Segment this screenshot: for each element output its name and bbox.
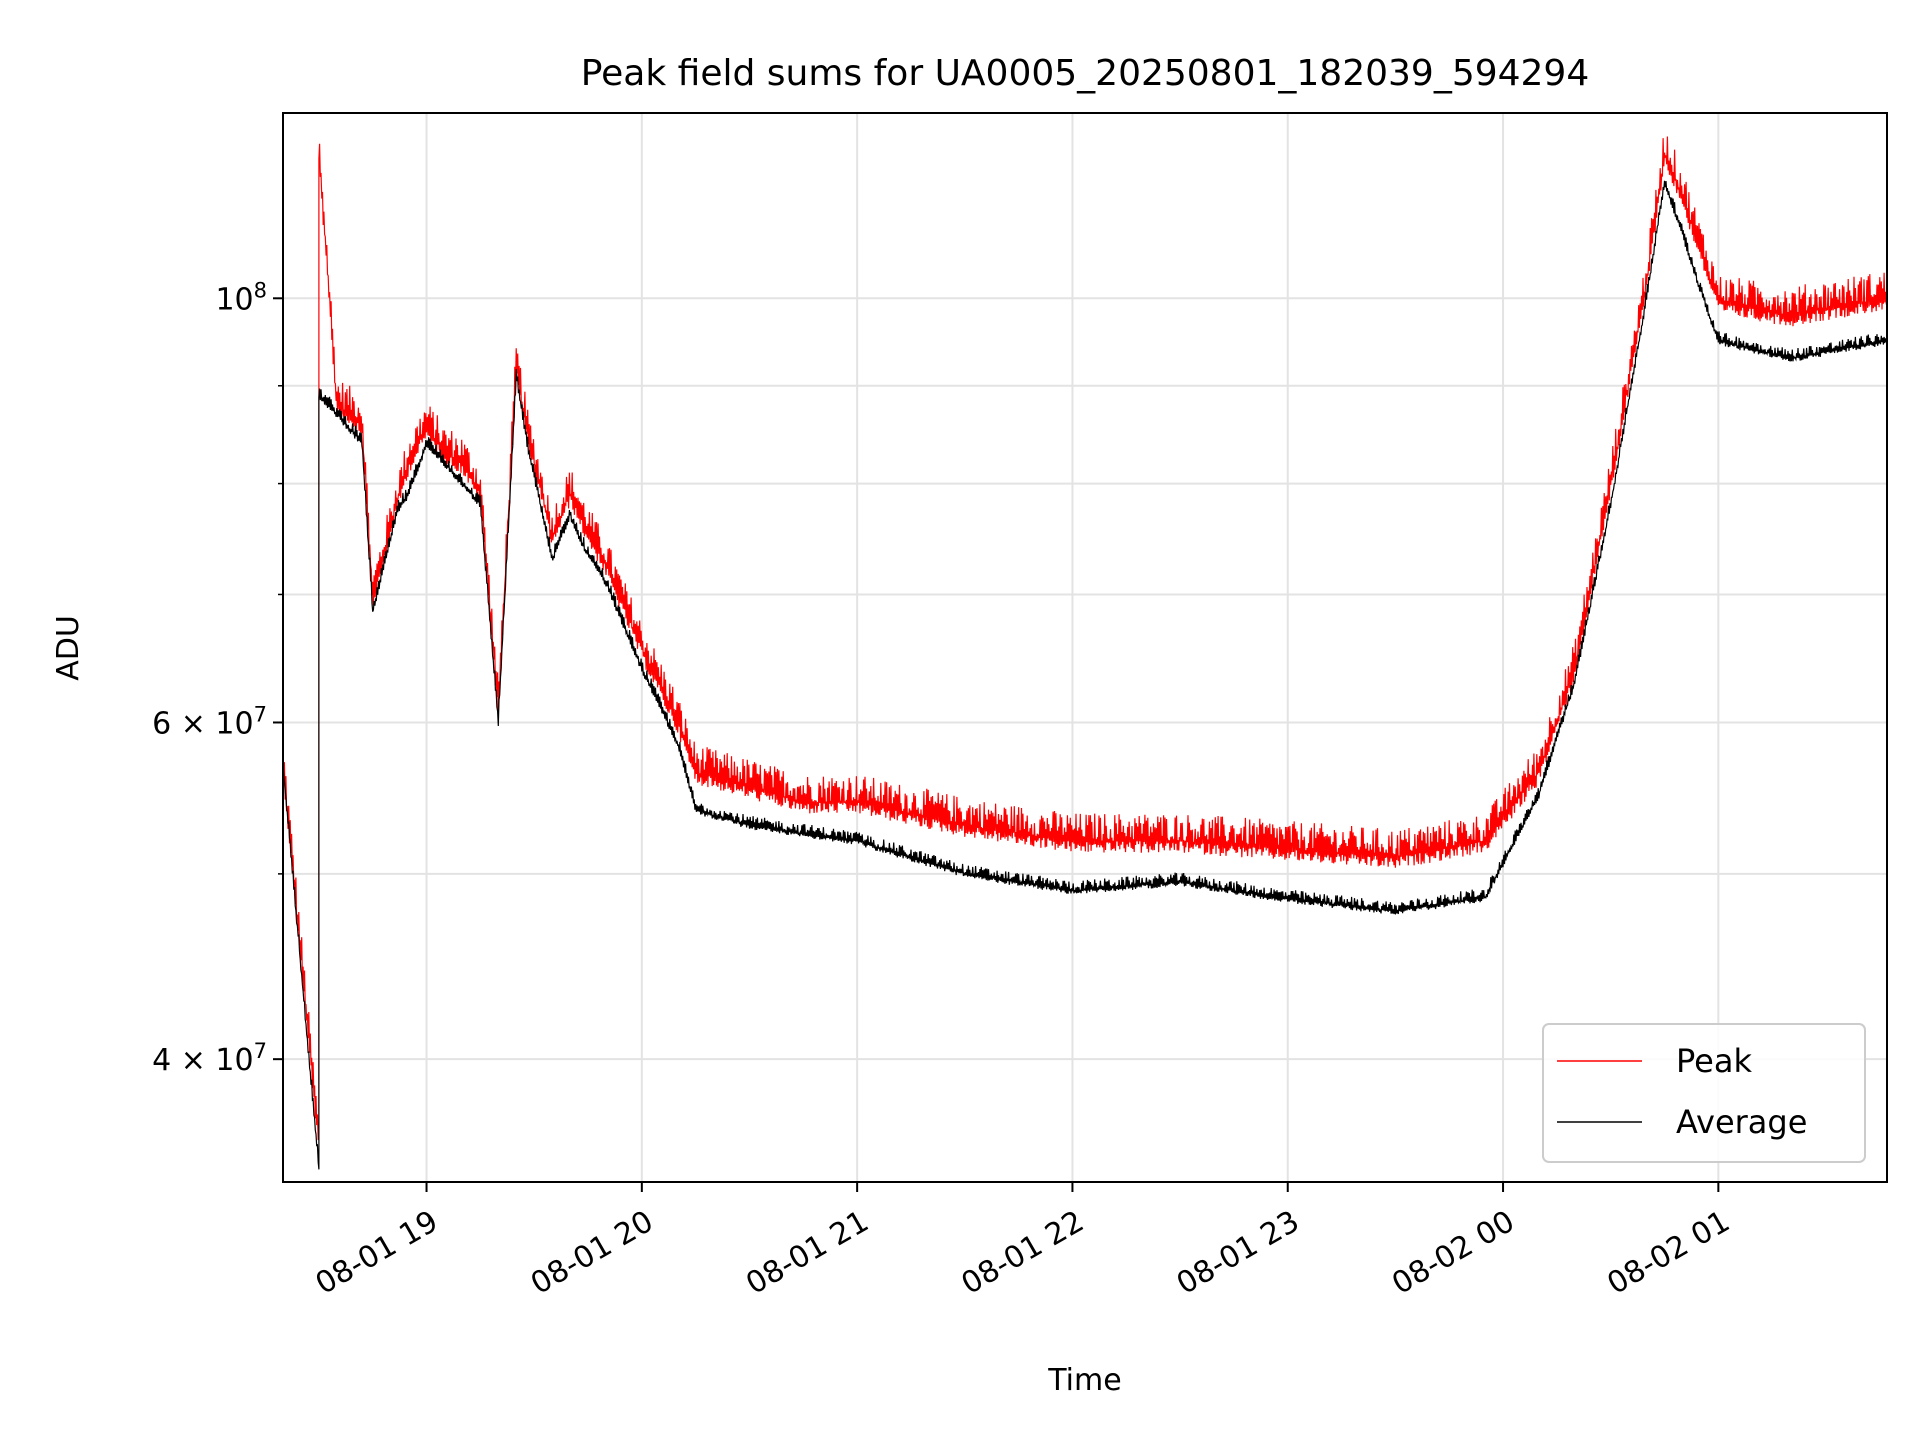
y-tick-label: 6 × 107 xyxy=(152,702,267,741)
chart-title: Peak field sums for UA0005_20250801_1820… xyxy=(581,53,1590,94)
y-axis-title: ADU xyxy=(51,615,86,681)
legend-label-peak: Peak xyxy=(1676,1042,1752,1080)
series-line-peak xyxy=(283,136,1887,1141)
legend: Peak Average xyxy=(1542,1023,1866,1163)
legend-box xyxy=(1542,1023,1866,1163)
legend-label-average: Average xyxy=(1676,1103,1807,1141)
y-tick-label: 4 × 107 xyxy=(152,1039,267,1078)
y-tick-label: 108 xyxy=(215,278,267,317)
series-layer xyxy=(283,136,1887,1170)
plot-frame xyxy=(282,112,1888,1183)
x-axis-title: Time xyxy=(1047,1363,1121,1398)
series-line-average xyxy=(283,180,1887,1170)
